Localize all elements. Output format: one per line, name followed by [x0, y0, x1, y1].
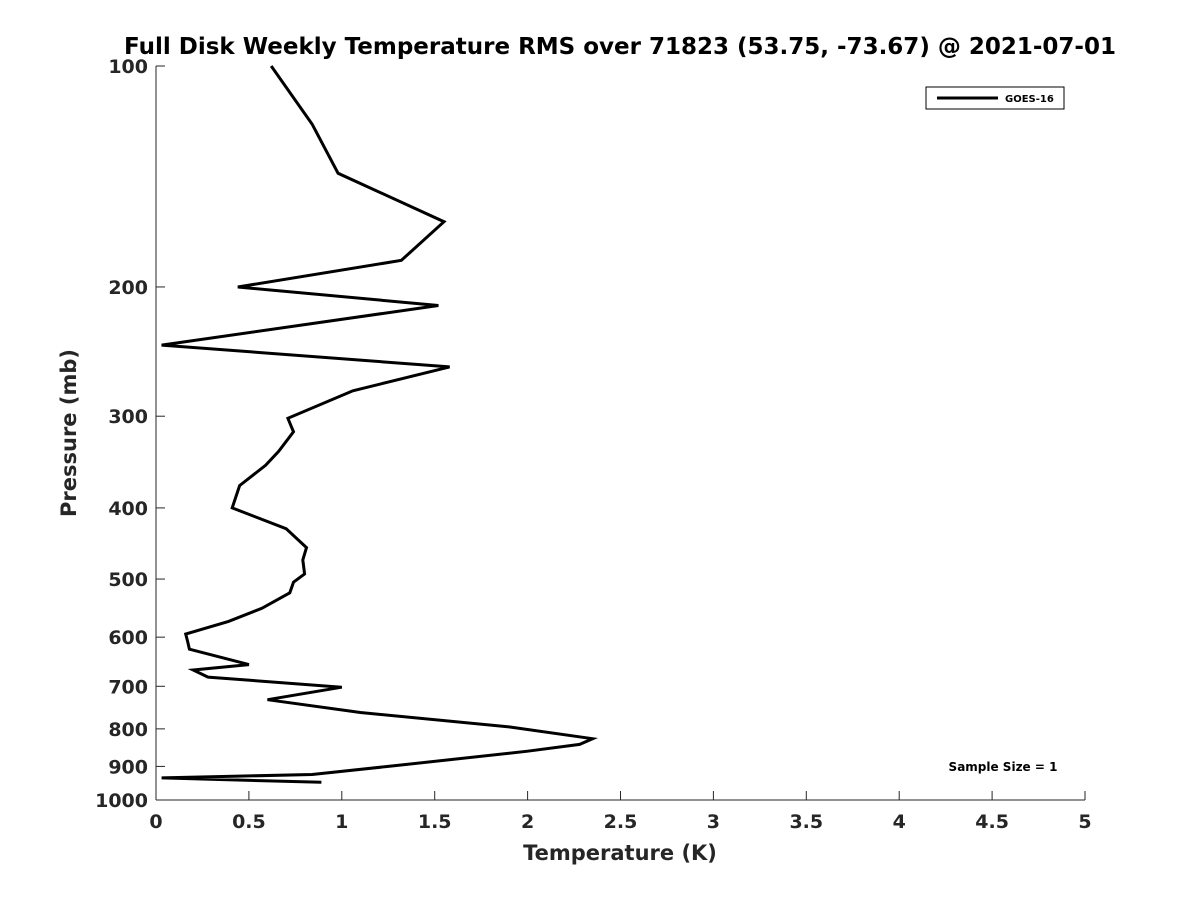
x-tick-label: 3 — [707, 811, 720, 833]
x-tick-label: 3.5 — [789, 811, 823, 833]
x-tick-label: 0 — [149, 811, 162, 833]
legend-label: GOES-16 — [1005, 94, 1054, 105]
y-axis-label: Pressure (mb) — [57, 349, 81, 517]
y-tick-label: 700 — [108, 676, 148, 698]
x-tick-label: 1 — [335, 811, 348, 833]
sample-size-annotation: Sample Size = 1 — [949, 760, 1058, 774]
y-tick-label: 100 — [108, 56, 148, 78]
legend: GOES-16 — [926, 87, 1064, 109]
y-tick-label: 400 — [108, 498, 148, 520]
x-tick-label: 2 — [521, 811, 534, 833]
y-tick-label: 900 — [108, 756, 148, 778]
x-tick-label: 4 — [893, 811, 906, 833]
x-tick-label: 4.5 — [975, 811, 1009, 833]
y-tick-label: 600 — [108, 627, 148, 649]
y-tick-label: 200 — [108, 277, 148, 299]
y-tick-label: 1000 — [95, 790, 148, 812]
y-tick-label: 800 — [108, 719, 148, 741]
chart-title: Full Disk Weekly Temperature RMS over 71… — [124, 34, 1116, 60]
x-tick-label: 2.5 — [604, 811, 638, 833]
x-tick-label: 1.5 — [418, 811, 452, 833]
x-tick-label: 0.5 — [232, 811, 266, 833]
y-tick-label: 300 — [108, 406, 148, 428]
x-tick-label: 5 — [1078, 811, 1091, 833]
y-tick-label: 500 — [108, 569, 148, 591]
x-axis-label: Temperature (K) — [523, 841, 717, 865]
